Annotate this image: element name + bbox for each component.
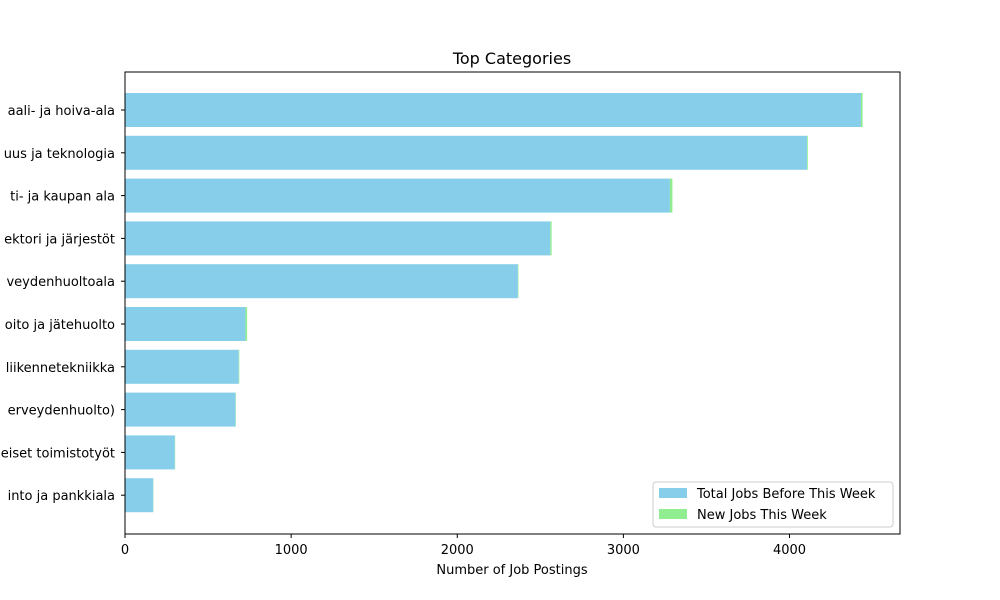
bar-total-7	[125, 392, 236, 427]
x-tick-label: 3000	[607, 543, 640, 558]
legend-swatch-1	[659, 509, 687, 519]
bar-total-2	[125, 178, 670, 213]
y-tick-label: uus ja teknologia	[4, 147, 115, 162]
y-tick-label: ektori ja järjestöt	[4, 232, 115, 247]
legend-box	[652, 481, 894, 528]
bar-total-1	[125, 135, 807, 170]
y-axis: aali- ja hoiva-ala uus ja teknologia ti- j…	[1, 104, 125, 504]
chart-title: Top Categories	[452, 49, 571, 68]
legend: Total Jobs Before This Week New Jobs This…	[652, 481, 894, 528]
bar-new-0	[860, 93, 863, 127]
bar-total-8	[125, 435, 175, 470]
x-tick-label: 0	[121, 543, 129, 558]
bar-total-5	[125, 307, 246, 341]
y-tick-label: veydenhuoltoala	[6, 275, 115, 290]
y-tick-label: into ja pankkiala	[8, 489, 115, 504]
bar-new-1	[806, 135, 808, 170]
legend-label-1: New Jobs This Week	[697, 508, 827, 523]
y-tick-label: eiset toimistotyöt	[1, 446, 115, 461]
bar-total-0	[125, 93, 861, 127]
y-tick-label: ti- ja kaupan ala	[10, 190, 115, 205]
bar-total-6	[125, 349, 239, 384]
y-tick-label: oito ja jätehuolto	[5, 318, 115, 333]
plot-frame	[124, 71, 901, 535]
bar-total-4	[125, 264, 518, 299]
x-tick-label: 1000	[275, 543, 308, 558]
y-tick-label: erveydenhuolto)	[8, 404, 115, 419]
x-axis: 0 1000 2000 3000 4000	[121, 534, 806, 558]
bar-new-2	[669, 178, 673, 213]
x-axis-label: Number of Job Postings	[436, 563, 587, 578]
bar-total-9	[125, 478, 154, 513]
bar-new-3	[550, 221, 552, 256]
x-tick-label: 2000	[441, 543, 474, 558]
y-tick-label: liikennetekniikka	[6, 361, 115, 376]
legend-swatch-0	[659, 488, 687, 498]
bar-total-3	[125, 221, 551, 256]
legend-label-0: Total Jobs Before This Week	[696, 487, 876, 502]
x-tick-label: 4000	[773, 543, 806, 558]
bar-new-5	[245, 307, 248, 341]
y-tick-label: aali- ja hoiva-ala	[8, 104, 115, 119]
bars-group	[125, 93, 863, 513]
